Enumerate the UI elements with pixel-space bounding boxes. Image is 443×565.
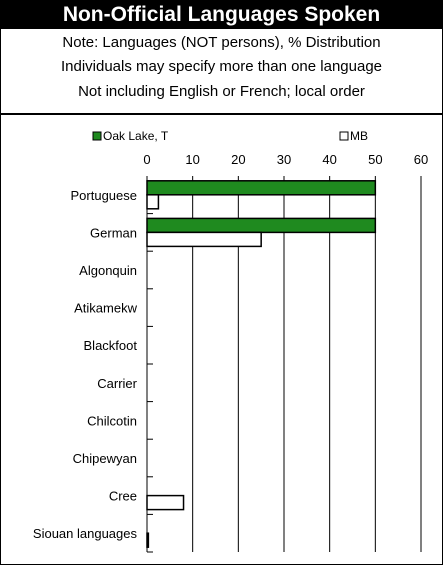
bar-mb [146, 494, 185, 511]
y-category-label: Cree [109, 489, 137, 504]
bar-mb [146, 194, 160, 210]
x-tick-label: 20 [231, 152, 245, 167]
y-category-label: Chipewyan [73, 451, 137, 466]
x-tick-label: 0 [143, 152, 150, 167]
header-divider [1, 113, 442, 115]
note-line-2: Individuals may specify more than one la… [60, 58, 383, 75]
y-category-label: Carrier [97, 376, 137, 391]
note-line-1: Note: Languages (NOT persons), % Distrib… [62, 34, 381, 51]
y-category-label: Atikamekw [74, 301, 137, 316]
y-category-label: Chilcotin [87, 413, 137, 428]
legend-label-2: MB [350, 129, 368, 143]
x-tick-label: 50 [368, 152, 382, 167]
legend-swatch-1 [92, 131, 102, 141]
bar-oak-lake [146, 180, 377, 196]
chart-title: Non-Official Languages Spoken [1, 1, 442, 29]
x-tick-label: 60 [414, 152, 428, 167]
y-category-label: Siouan languages [33, 526, 138, 541]
legend-swatch-2 [339, 131, 349, 141]
x-tick-label: 40 [322, 152, 336, 167]
x-tick-label: 10 [185, 152, 199, 167]
legend-label-1: Oak Lake, T [103, 129, 169, 143]
x-tick-label: 30 [277, 152, 291, 167]
note-line-3: Not including English or French; local o… [78, 83, 365, 100]
y-category-label: Portuguese [71, 188, 138, 203]
bar-oak-lake [146, 217, 377, 234]
y-category-label: Algonquin [79, 263, 137, 278]
y-category-label: Blackfoot [84, 338, 138, 353]
bar-mb [146, 231, 262, 248]
y-category-label: German [90, 225, 137, 240]
